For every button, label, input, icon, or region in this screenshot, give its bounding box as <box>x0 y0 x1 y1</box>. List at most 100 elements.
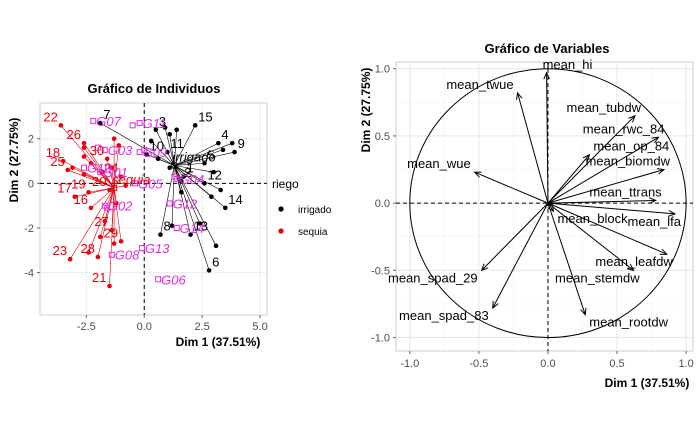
genotype-point <box>155 276 162 283</box>
irrigado-point <box>155 156 161 162</box>
centroid-link <box>174 165 201 224</box>
variable-arrowhead <box>649 197 657 204</box>
sequia-point-label: 22 <box>43 109 57 124</box>
irrigado-point <box>188 232 193 237</box>
centroid-link <box>174 129 177 166</box>
x-tick-label: 1.0 <box>678 358 693 370</box>
sequia-point <box>72 194 78 200</box>
riego-legend: riego irrigado sequia <box>272 177 332 238</box>
y-tick-label: -0.5 <box>371 265 390 277</box>
centroid-link <box>174 165 221 191</box>
sequia-point <box>123 183 129 188</box>
variable-label: mean_rootdw <box>589 315 668 330</box>
y-tick-label: -2 <box>24 223 34 235</box>
centroid-link <box>174 142 233 166</box>
sequia-point <box>111 241 117 246</box>
irrigado-point <box>162 125 168 130</box>
y-tick-label: 0.5 <box>375 131 390 143</box>
variable-label: mean_rwc_84 <box>583 121 665 136</box>
centroid-link <box>174 142 219 166</box>
genotype-point <box>104 204 111 211</box>
variable-label: mean_lfa <box>628 214 682 229</box>
legend-label-irrigado: irrigado <box>298 205 332 216</box>
sequia-point <box>114 201 119 206</box>
genotype-label: G04 <box>180 172 205 187</box>
sequia-point-label: 28 <box>80 241 94 256</box>
x-tick-label: -1.0 <box>400 358 419 370</box>
sequia-point-label: 26 <box>67 127 81 142</box>
irrigado-point-label: 8 <box>163 219 170 234</box>
irrigado-point <box>144 152 149 157</box>
variable-arrow <box>492 202 549 309</box>
variable-label: mean_block <box>557 211 628 226</box>
irrigado-point-label: 15 <box>198 109 212 124</box>
sequia-point <box>109 165 115 171</box>
centroid-link <box>69 187 115 260</box>
x-tick-label: -0.5 <box>469 358 488 370</box>
sequia-point <box>118 174 124 179</box>
irrigado-point-label: 13 <box>194 219 208 234</box>
centroid-link <box>174 165 182 193</box>
variable-arrowhead <box>473 171 482 178</box>
centroid-link <box>174 151 235 166</box>
variable-arrowhead <box>582 153 591 162</box>
genotype-point <box>171 173 178 180</box>
variable-arrow <box>547 202 667 255</box>
irrigado-point <box>158 232 163 237</box>
centroid-link <box>99 187 115 237</box>
y-tick-label: 0.0 <box>375 198 390 210</box>
variable-label: mean_tubdw <box>567 100 642 115</box>
genotype-label: G12 <box>173 196 198 211</box>
genotype-point <box>129 122 136 129</box>
variable-arrowhead <box>626 263 635 272</box>
y-tick-label: -1.0 <box>371 333 390 345</box>
genotype-point <box>97 169 104 176</box>
irrigado-point <box>211 169 217 175</box>
sequia-point-label: 25 <box>50 154 64 169</box>
sequia-point <box>81 140 87 146</box>
sequia-point <box>88 160 94 166</box>
sequia-point <box>104 156 110 162</box>
individuals-y-axis-label: Dim 2 (27.75%) <box>7 118 21 203</box>
sequia-point-label: 23 <box>53 243 67 258</box>
sequia-point-label: 20 <box>92 174 106 189</box>
variable-label: mean_biomdw <box>585 154 670 169</box>
irrigado-point <box>178 189 184 195</box>
centroid-link <box>60 125 115 188</box>
irrigado-point <box>169 223 175 229</box>
sequia-point <box>118 239 124 244</box>
irrigado-point-label: 10 <box>150 138 164 153</box>
genotype-point <box>108 251 115 258</box>
genotype-label: G08 <box>115 248 140 263</box>
genotype-label: G10 <box>87 161 112 176</box>
genotype-label: G14 <box>180 221 205 236</box>
genotype-point <box>138 245 145 252</box>
sequia-point <box>81 172 87 177</box>
irrigado-point <box>209 194 214 200</box>
variable-arrow <box>547 202 586 315</box>
genotype-label: G13 <box>145 241 170 256</box>
sequia-point <box>116 143 122 148</box>
genotype-label: G06 <box>161 272 186 287</box>
irrigado-point <box>220 147 226 153</box>
irrigado-point-label: 9 <box>238 136 245 151</box>
irrigado-point-label: 12 <box>207 167 221 182</box>
irrigado-point <box>232 149 237 155</box>
variable-label: mean_leafdw <box>595 254 673 269</box>
centroid-link <box>169 134 175 166</box>
individuals-title: Gráfico de Individuos <box>88 81 221 96</box>
centroid-point <box>111 184 118 191</box>
centroid-link <box>90 163 115 189</box>
sequia-point <box>107 187 112 193</box>
genotype-point <box>166 200 173 207</box>
variable-label: mean_spad_29 <box>388 270 478 285</box>
variable-arrow <box>547 199 656 204</box>
y-tick-label: 0 <box>28 178 34 190</box>
centroid-link <box>174 165 184 177</box>
centroid-link <box>83 143 115 188</box>
irrigado-point-label: 11 <box>170 136 184 151</box>
sequia-point <box>88 205 94 211</box>
irrigado-point <box>202 160 207 166</box>
